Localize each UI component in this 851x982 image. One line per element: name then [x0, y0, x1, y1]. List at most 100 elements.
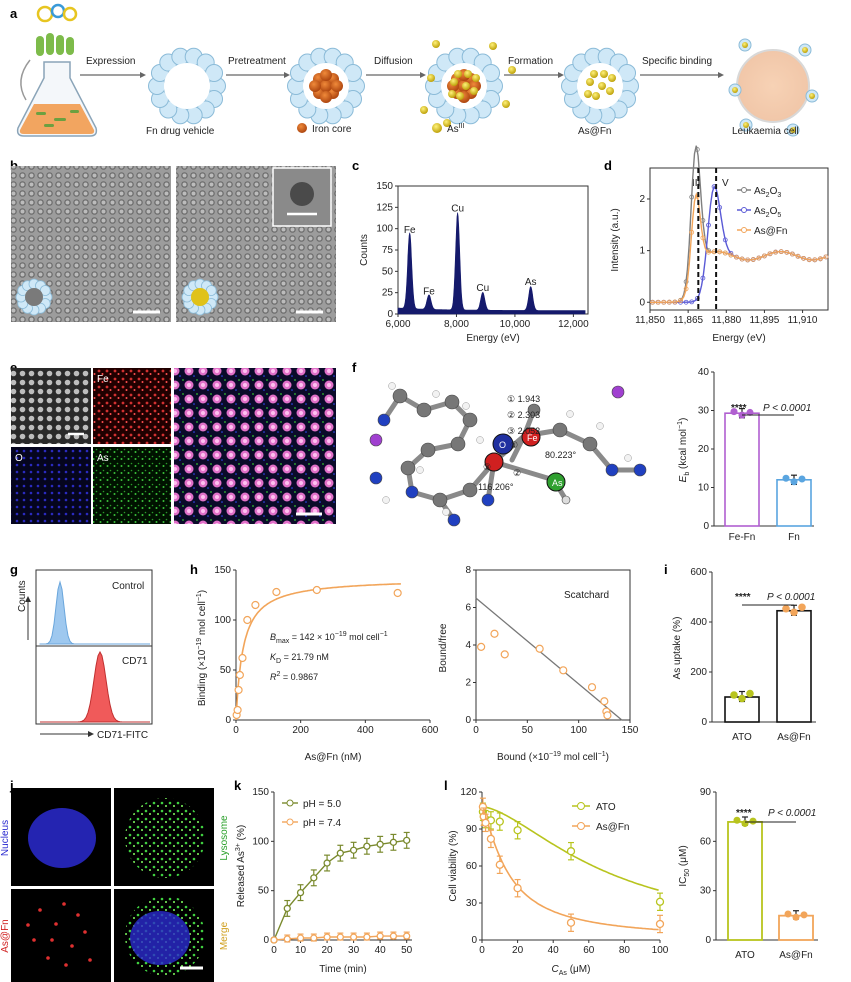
- y-axis-label: Bound/free: [438, 623, 449, 672]
- data-point: [798, 475, 806, 483]
- bar-Fe-Fn: [724, 412, 760, 527]
- channel-label-merge: Merge: [219, 921, 230, 950]
- data-point: [296, 934, 305, 942]
- x-tick-label: 11,880: [711, 315, 741, 326]
- legend-marker: [577, 822, 585, 830]
- y-tick-label: 0: [705, 935, 711, 946]
- stat-kd: KD = 21.79 nM: [270, 652, 329, 665]
- x-tick-label: 200: [292, 725, 309, 736]
- asfn-dot: [32, 938, 36, 942]
- plot-frame: [649, 167, 829, 311]
- data-point: [363, 842, 371, 850]
- y-tick-label: 90: [700, 787, 712, 798]
- atom-h: [566, 410, 574, 418]
- atom-h: [476, 436, 484, 444]
- step-pretreatment: Pretreatment: [228, 56, 286, 67]
- xanes-point: [823, 254, 829, 260]
- bound-asfn-core: [743, 122, 749, 128]
- data-point: [535, 644, 544, 653]
- map-label-as: As: [97, 453, 109, 464]
- step-expression: Expression: [86, 56, 135, 67]
- cage-subunit: [205, 285, 217, 296]
- xanes-point: [689, 194, 695, 200]
- bond-number-2: ②: [513, 468, 521, 478]
- xanes-point: [790, 251, 795, 257]
- y-tick-label: 10: [698, 483, 710, 494]
- category-label: Fe-Fn: [729, 532, 756, 543]
- y-tick-label: 1: [639, 246, 645, 257]
- x-axis-label: As@Fn (nM): [305, 752, 362, 763]
- asfn-dot: [46, 956, 50, 960]
- arsenic-particle: [606, 87, 614, 95]
- xanes-point: [672, 299, 678, 305]
- step-specific-binding: Specific binding: [642, 56, 712, 67]
- y-tick-label: 600: [690, 567, 707, 578]
- data-point: [587, 683, 597, 692]
- bar-ATO: [727, 821, 763, 941]
- asfn-dot: [54, 922, 58, 926]
- data-point: [349, 846, 358, 854]
- data-point: [513, 826, 522, 835]
- label-as: AsIII: [447, 123, 465, 135]
- charts-layer: 6,000 8,000 10,000 12,0000255075100125150Fe…: [196, 145, 829, 977]
- y-tick-label: 200: [690, 667, 707, 678]
- arsenic-particle: [450, 78, 458, 86]
- data-point: [782, 474, 790, 482]
- legend-marker: [286, 818, 294, 826]
- data-point: [746, 689, 754, 698]
- asfn-dot: [76, 913, 80, 917]
- y-tick-label: 30: [466, 898, 478, 909]
- bound-asfn-core: [809, 93, 815, 99]
- data-point: [790, 608, 798, 617]
- atom-label-fe: Fe: [527, 433, 538, 443]
- step-arrows: [80, 72, 724, 78]
- data-point: [310, 874, 318, 882]
- data-point: [403, 836, 411, 844]
- xanes-As2O3: [650, 145, 827, 303]
- panel-f-molecule: ① 1.943 ② 2.303 ③ 2.052 80.223° 116.206°…: [369, 382, 647, 527]
- data-point: [746, 408, 754, 416]
- atom: [582, 436, 598, 452]
- y-tick-label: 30: [700, 886, 712, 897]
- panel-g-flow: Control CD71 Counts CD71-FITC: [17, 569, 153, 741]
- data-point: [655, 919, 665, 929]
- arsenic-particle: [600, 70, 608, 78]
- xanes-point: [683, 299, 689, 305]
- category-label: ATO: [732, 732, 752, 743]
- map-label-o: O: [15, 453, 23, 464]
- data-point: [283, 904, 291, 913]
- histogram-control: [39, 580, 150, 645]
- x-tick-label: 150: [622, 725, 639, 736]
- atom: [444, 394, 460, 410]
- map-as: [93, 447, 171, 524]
- x-tick-label: 0: [479, 945, 485, 956]
- fit-As@Fn: [481, 807, 659, 931]
- scatchard-label: Scatchard: [564, 590, 609, 601]
- atom-label-as: As: [552, 478, 563, 488]
- atom: [561, 495, 571, 505]
- panel-label-a: a: [10, 6, 18, 21]
- xanes-point: [717, 205, 723, 210]
- y-tick-label: 0: [387, 309, 393, 320]
- y-tick-label: 0: [225, 715, 231, 726]
- asfn-dot: [70, 944, 74, 948]
- data-point: [477, 642, 486, 651]
- x-tick-label: 400: [357, 725, 374, 736]
- atom: [392, 388, 408, 404]
- y-axis-label: Counts: [359, 234, 370, 266]
- atom: [377, 413, 391, 427]
- panel-b-tem: [11, 166, 336, 322]
- data-point: [733, 816, 741, 824]
- xanes-point: [817, 256, 823, 262]
- panel-label-k: k: [234, 778, 242, 793]
- atom: [611, 385, 625, 399]
- free-arsenic: [502, 100, 510, 108]
- y-tick-label: 20: [698, 444, 710, 455]
- xanes-point: [689, 229, 695, 235]
- y-tick-label: 0: [465, 715, 471, 726]
- data-point: [310, 934, 318, 942]
- map-fe: [93, 368, 171, 444]
- x-tick-label: 20: [512, 945, 524, 956]
- hist-label-cd71: CD71: [122, 656, 148, 667]
- arsenic-particle: [472, 74, 480, 82]
